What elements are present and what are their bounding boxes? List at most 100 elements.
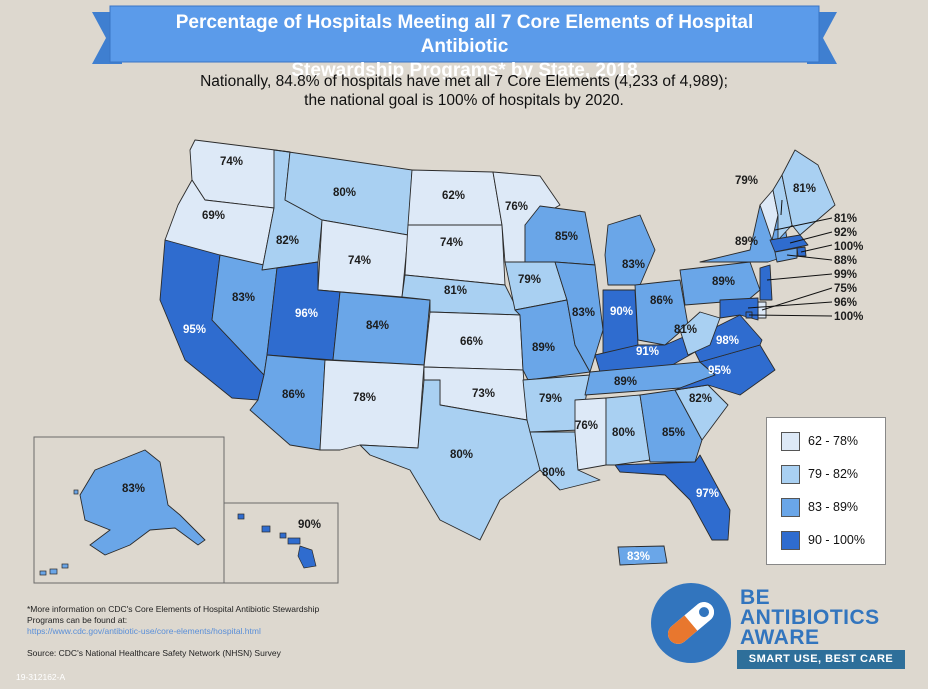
- state-PA: [679, 261, 761, 306]
- legend-swatch: [781, 497, 800, 517]
- state-IN: [602, 289, 639, 356]
- label-AZ: 86%: [282, 389, 305, 401]
- state-MA: [769, 234, 809, 253]
- pill-capsule-icon: [651, 583, 731, 663]
- page-title-line1: Percentage of Hospitals Meeting all 7 Co…: [175, 12, 754, 57]
- label-ND: 62%: [442, 190, 465, 202]
- label-MS: 76%: [575, 420, 598, 432]
- subtitle-line2: the national goal is 100% of hospitals b…: [304, 92, 624, 109]
- label-HI: 90%: [298, 519, 321, 531]
- label-GA: 85%: [662, 427, 685, 439]
- label-ME: 81%: [793, 183, 816, 195]
- legend-label: 90 - 100%: [808, 533, 865, 547]
- legend-swatch: [781, 530, 800, 550]
- legend-item: 90 - 100%: [781, 530, 865, 550]
- state-PR: [617, 545, 668, 566]
- footnote-line1: *More information on CDC's Core Elements…: [27, 604, 320, 614]
- state-CT: [774, 247, 798, 263]
- state-NM: [319, 359, 425, 451]
- legend-label: 79 - 82%: [808, 467, 859, 481]
- label-CA: 95%: [183, 324, 206, 336]
- label-IA: 79%: [518, 274, 541, 286]
- label-TX: 80%: [450, 449, 473, 461]
- title-banner: Percentage of Hospitals Meeting all 7 Co…: [92, 4, 837, 81]
- label-FL: 97%: [696, 488, 719, 500]
- label-VA: 98%: [716, 335, 739, 347]
- label-UT: 96%: [295, 308, 318, 320]
- state-NJ: [759, 264, 773, 301]
- legend-swatch: [781, 464, 800, 484]
- footnote: *More information on CDC's Core Elements…: [27, 604, 319, 637]
- state-SD: [404, 224, 506, 286]
- state-MS: [574, 397, 607, 471]
- subtitle: Nationally, 84.8% of hospitals have met …: [60, 72, 868, 110]
- label-ID: 82%: [276, 235, 299, 247]
- logo-tagline: SMART USE, BEST CARE: [737, 650, 905, 669]
- label-OH: 86%: [650, 295, 673, 307]
- legend-item: 62 - 78%: [781, 431, 858, 451]
- state-AR: [522, 374, 591, 433]
- label-WA: 74%: [220, 156, 243, 168]
- legend-item: 79 - 82%: [781, 464, 858, 484]
- label-NC: 95%: [708, 365, 731, 377]
- label-AK: 83%: [122, 483, 145, 495]
- label-AR: 79%: [539, 393, 562, 405]
- legend-label: 83 - 89%: [808, 500, 859, 514]
- label-WI: 85%: [555, 231, 578, 243]
- callout-DE: 75%: [834, 283, 857, 295]
- callout-CT: 88%: [834, 255, 857, 267]
- document-code: 19-312162-A: [16, 672, 66, 682]
- label-WV: 81%: [674, 324, 697, 336]
- label-KY: 91%: [636, 346, 659, 358]
- label-TN: 89%: [614, 376, 637, 388]
- label-CO: 84%: [366, 320, 389, 332]
- label-PA: 89%: [712, 276, 735, 288]
- subtitle-line1: Nationally, 84.8% of hospitals have met …: [200, 73, 728, 90]
- logo-line1: BE: [740, 586, 771, 609]
- label-SC: 82%: [689, 393, 712, 405]
- callout-NJ: 99%: [834, 269, 857, 281]
- label-IN: 90%: [610, 306, 633, 318]
- aleutian-islands: [39, 489, 79, 576]
- label-NY: 89%: [735, 236, 758, 248]
- state-FL: [614, 454, 731, 541]
- state-HI: [237, 513, 317, 569]
- legend-item: 83 - 89%: [781, 497, 858, 517]
- label-MN: 76%: [505, 201, 528, 213]
- state-WV: [679, 311, 721, 356]
- legend-swatch: [781, 431, 800, 451]
- label-NE: 81%: [444, 285, 467, 297]
- label-IL: 83%: [572, 307, 595, 319]
- logo-line3: AWARE: [740, 626, 820, 649]
- state-GA: [639, 389, 703, 463]
- label-MT: 80%: [333, 187, 356, 199]
- label-OR: 69%: [202, 210, 225, 222]
- callout-NH: 81%: [834, 213, 857, 225]
- page-title-line2: Stewardship Programs* by State, 2018: [291, 60, 638, 81]
- state-AK: [79, 449, 206, 556]
- label-AL: 80%: [612, 427, 635, 439]
- callout-MD: 96%: [834, 297, 857, 309]
- state-AL: [605, 394, 651, 466]
- footnote-link[interactable]: https://www.cdc.gov/antibiotic-use/core-…: [27, 626, 261, 636]
- label-MI: 83%: [622, 259, 645, 271]
- legend: 62 - 78% 79 - 82% 83 - 89% 90 - 100%: [766, 417, 886, 565]
- callout-MA: 92%: [834, 227, 857, 239]
- callout-DC: 100%: [834, 311, 863, 323]
- callout-RI: 100%: [834, 241, 863, 253]
- source-note: Source: CDC's National Healthcare Safety…: [27, 648, 281, 658]
- callout-lines: [747, 199, 833, 317]
- label-MO: 89%: [532, 342, 555, 354]
- hawaii-inset-frame: [223, 502, 339, 584]
- label-PR: 83%: [627, 551, 650, 563]
- label-OK: 73%: [472, 388, 495, 400]
- legend-label: 62 - 78%: [808, 434, 859, 448]
- label-LA: 80%: [542, 467, 565, 479]
- callout-labels: 81% 92% 100% 88% 99% 75% 96% 100%: [834, 213, 863, 323]
- label-NV: 83%: [232, 292, 255, 304]
- state-labels: 74% 69% 95% 83% 82% 80% 74% 96% 84% 86% …: [183, 156, 816, 500]
- label-WY: 74%: [348, 255, 371, 267]
- label-NM: 78%: [353, 392, 376, 404]
- state-MI: [604, 214, 656, 286]
